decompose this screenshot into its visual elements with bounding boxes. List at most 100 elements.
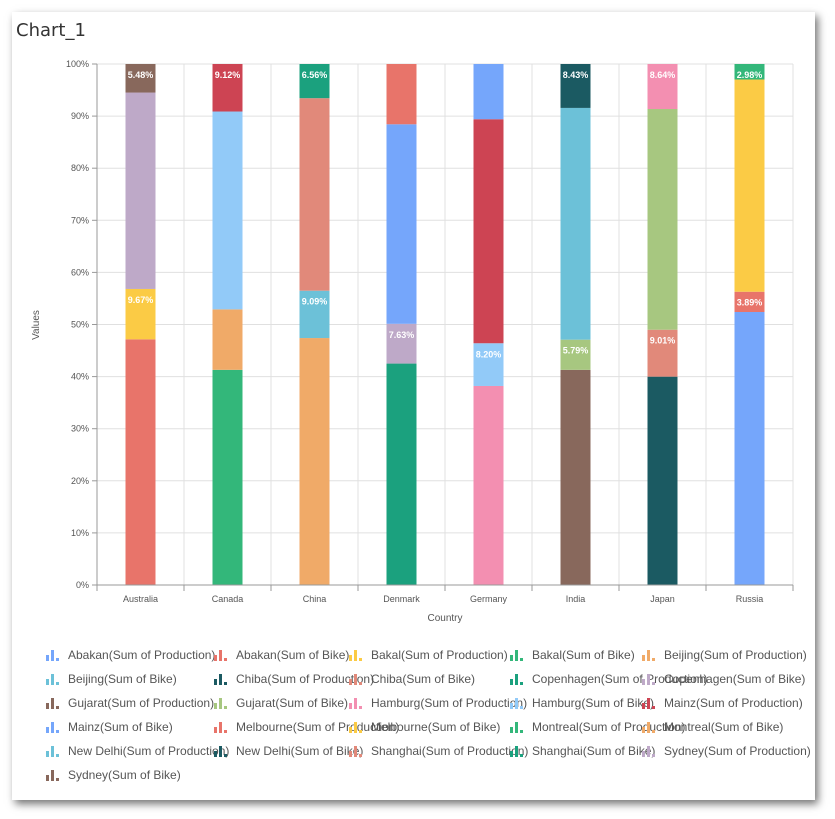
legend-item[interactable]: Mainz(Sum of Production)	[642, 694, 803, 712]
legend-label: Copenhagen(Sum of Bike)	[664, 672, 806, 686]
y-tick-label: 0%	[76, 580, 89, 590]
legend-item[interactable]: New Delhi(Sum of Production)	[46, 742, 229, 760]
bar-chart-icon	[214, 745, 228, 757]
legend-item[interactable]: Bakal(Sum of Production)	[349, 646, 508, 664]
legend-item[interactable]: Copenhagen(Sum of Bike)	[642, 670, 805, 688]
bar-segment[interactable]	[386, 323, 417, 364]
legend-item[interactable]: Beijing(Sum of Production)	[642, 646, 807, 664]
bar-segment[interactable]	[125, 64, 156, 93]
legend-item[interactable]: New Delhi(Sum of Bike)	[214, 742, 363, 760]
bar-segment[interactable]	[386, 363, 417, 585]
legend-label: Beijing(Sum of Production)	[664, 648, 807, 662]
bar-segment[interactable]	[647, 109, 678, 330]
bar-segment[interactable]	[212, 64, 243, 112]
bar-segment[interactable]	[734, 79, 765, 292]
bar-chart-icon	[214, 697, 228, 709]
data-label: 9.12%	[215, 70, 241, 80]
bar-chart-icon	[214, 721, 228, 733]
bar-chart-icon	[510, 649, 524, 661]
legend-label: Chiba(Sum of Production)	[236, 672, 375, 686]
legend-label: Mainz(Sum of Bike)	[68, 720, 173, 734]
legend-item[interactable]: Shanghai(Sum of Bike)	[510, 742, 655, 760]
legend-label: New Delhi(Sum of Bike)	[236, 744, 364, 758]
bar-segment[interactable]	[560, 339, 591, 370]
y-tick-label: 80%	[71, 163, 89, 173]
bar-segment[interactable]	[734, 311, 765, 585]
bar-segment[interactable]	[560, 107, 591, 340]
legend-item[interactable]: Sydney(Sum of Production)	[642, 742, 811, 760]
legend-item[interactable]: Gujarat(Sum of Production)	[46, 694, 214, 712]
y-tick-label: 90%	[71, 111, 89, 121]
legend-item[interactable]: Beijing(Sum of Bike)	[46, 670, 177, 688]
bar-segment[interactable]	[473, 119, 504, 344]
bar-chart-icon	[349, 673, 363, 685]
chart-card: Chart_1 9.67% 5.48% 9.12% 9.09% 6.56% 7.63% 8.…	[12, 12, 815, 800]
bar-segment[interactable]	[125, 288, 156, 340]
bar-segment[interactable]	[386, 124, 417, 324]
bar-chart-icon	[642, 649, 656, 661]
legend-label: Hamburg(Sum of Production)	[371, 696, 528, 710]
bar-chart-icon	[642, 745, 656, 757]
x-tick-label: Germany	[470, 594, 508, 604]
bar-segment[interactable]	[473, 64, 504, 120]
legend-item[interactable]: Bakal(Sum of Bike)	[510, 646, 635, 664]
x-tick-label: Denmark	[383, 594, 420, 604]
legend-label: New Delhi(Sum of Production)	[68, 744, 230, 758]
bar-chart-icon	[510, 745, 524, 757]
data-label: 9.01%	[650, 336, 676, 346]
x-tick-label: India	[566, 594, 586, 604]
bar-segment[interactable]	[473, 385, 504, 585]
bar-segment[interactable]	[647, 329, 678, 377]
legend-item[interactable]: Gujarat(Sum of Bike)	[214, 694, 348, 712]
bar-segment[interactable]	[299, 290, 330, 339]
legend-item[interactable]: Chiba(Sum of Bike)	[349, 670, 475, 688]
bar-segment[interactable]	[299, 338, 330, 585]
legend-label: Mainz(Sum of Production)	[664, 696, 803, 710]
y-tick-label: 20%	[71, 476, 89, 486]
legend-item[interactable]: Mainz(Sum of Bike)	[46, 718, 173, 736]
bar-segment[interactable]	[386, 64, 417, 125]
x-tick-label: Canada	[212, 594, 244, 604]
x-axis-title: Country	[427, 613, 462, 624]
y-tick-label: 60%	[71, 267, 89, 277]
legend-item[interactable]: Hamburg(Sum of Production)	[349, 694, 527, 712]
legend-label: Beijing(Sum of Bike)	[68, 672, 177, 686]
bar-segment[interactable]	[212, 369, 243, 585]
bar-segment[interactable]	[212, 111, 243, 310]
legend-label: Montreal(Sum of Bike)	[664, 720, 784, 734]
bar-segment[interactable]	[473, 343, 504, 386]
legend-item[interactable]: Copenhagen(Sum of Production)	[510, 670, 707, 688]
bar-chart-icon	[349, 721, 363, 733]
bar-chart-icon	[642, 673, 656, 685]
bar-segment[interactable]	[299, 64, 330, 99]
bar-chart-icon	[642, 721, 656, 733]
bar-segment[interactable]	[734, 291, 765, 312]
bar-segment[interactable]	[212, 309, 243, 370]
legend-item[interactable]: Abakan(Sum of Production)	[46, 646, 215, 664]
data-label: 9.67%	[128, 295, 154, 305]
bar-segment[interactable]	[299, 98, 330, 291]
legend-item[interactable]: Chiba(Sum of Production)	[214, 670, 374, 688]
bar-segment[interactable]	[125, 92, 156, 289]
legend-item[interactable]: Abakan(Sum of Bike)	[214, 646, 349, 664]
axes: 0% 10% 20% 30% 40% 50% 60% 70% 80% 90% 100% Austral…	[66, 59, 794, 604]
legend-label: Bakal(Sum of Production)	[371, 648, 508, 662]
bar-segment[interactable]	[734, 64, 765, 80]
legend-label: Gujarat(Sum of Production)	[68, 696, 215, 710]
legend-item[interactable]: Sydney(Sum of Bike)	[46, 766, 181, 784]
y-tick-label: 40%	[71, 372, 89, 382]
bar-segment[interactable]	[647, 64, 678, 110]
legend-item[interactable]: Melbourne(Sum of Production)	[214, 718, 399, 736]
y-tick-label: 10%	[71, 528, 89, 538]
legend-label: Gujarat(Sum of Bike)	[236, 696, 349, 710]
bar-segment[interactable]	[560, 64, 591, 108]
legend-item[interactable]: Shanghai(Sum of Production)	[349, 742, 528, 760]
bar-segment[interactable]	[647, 376, 678, 585]
bar-chart-icon	[46, 697, 60, 709]
bar-segment[interactable]	[125, 339, 156, 585]
legend-item[interactable]: Montreal(Sum of Bike)	[642, 718, 783, 736]
bar-segment[interactable]	[560, 369, 591, 585]
legend-item[interactable]: Hamburg(Sum of Bike)	[510, 694, 654, 712]
legend-item[interactable]: Melbourne(Sum of Bike)	[349, 718, 500, 736]
legend-label: Melbourne(Sum of Bike)	[371, 720, 501, 734]
